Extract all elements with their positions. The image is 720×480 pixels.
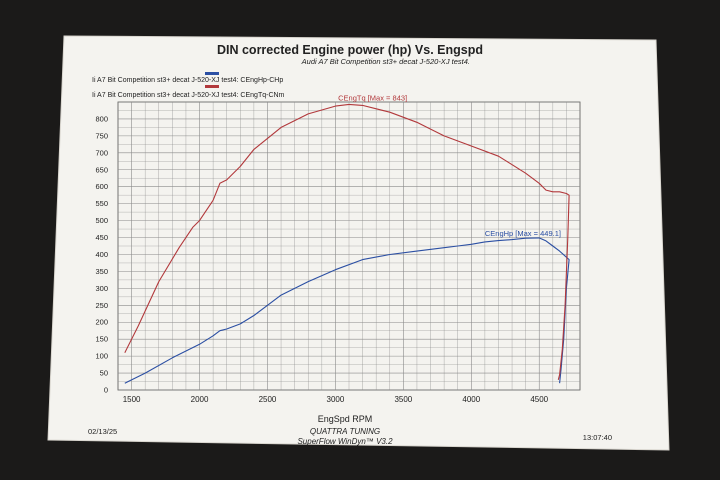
footer-shop: QUATTRA TUNING (310, 427, 380, 436)
y-tick-label: 750 (95, 131, 108, 140)
x-axis-ticks: 1500 2000 2500 3000 3500 4000 4500 (123, 395, 549, 404)
y-tick-label: 350 (95, 267, 108, 276)
y-tick-label: 700 (95, 148, 108, 157)
y-tick-label: 550 (95, 199, 108, 208)
annotation-power-max: CEngHp [Max = 449.1] (485, 229, 561, 238)
series-line-tq (124, 103, 570, 380)
legend-swatch-tq (205, 85, 219, 88)
plot-area: 0 50 100 150 200 250 300 350 400 450 500 550 600 650 7… (95, 93, 581, 404)
x-tick-label: 3500 (394, 395, 412, 404)
y-tick-label: 400 (95, 250, 108, 259)
y-tick-label: 600 (95, 182, 108, 191)
y-axis-ticks: 0 50 100 150 200 250 300 350 400 450 500 550 600 650 7… (95, 114, 108, 394)
x-tick-label: 3000 (327, 395, 345, 404)
y-tick-label: 800 (95, 114, 108, 123)
paper-sheet (47, 35, 670, 451)
y-tick-label: 650 (95, 165, 108, 174)
y-tick-label: 0 (104, 386, 108, 395)
grid-lines (117, 101, 581, 391)
legend-entry-tq: Ii A7 Bit Competition st3+ decat J-520-X… (92, 92, 285, 99)
legend: Ii A7 Bit Competition st3+ decat J-520-X… (92, 72, 285, 99)
chart-title: DIN corrected Engine power (hp) Vs. Engs… (217, 43, 483, 57)
x-tick-label: 2500 (259, 395, 277, 404)
x-tick-label: 2000 (191, 395, 209, 404)
y-tick-label: 150 (95, 335, 108, 344)
y-tick-label: 450 (95, 233, 108, 242)
y-tick-label: 50 (100, 369, 108, 378)
annotation-torque-max: CEngTq [Max = 843] (338, 93, 407, 102)
x-tick-label: 1500 (123, 395, 141, 404)
y-tick-label: 200 (95, 318, 108, 327)
footer-software: SuperFlow WinDyn™ V3.2 (297, 437, 393, 446)
x-tick-label: 4000 (462, 395, 480, 404)
footer-date: 02/13/25 (88, 427, 117, 436)
y-tick-label: 300 (95, 284, 108, 293)
footer-time: 13:07:40 (583, 433, 612, 442)
legend-entry-hp: Ii A7 Bit Competition st3+ decat J-520-X… (92, 77, 283, 84)
x-tick-label: 4500 (530, 395, 548, 404)
chart-subtitle: Audi A7 Bit Competition st3+ decat J-520… (301, 57, 470, 66)
series-line-hp (124, 237, 570, 384)
series-lines (124, 103, 570, 384)
legend-swatch-hp (205, 72, 219, 75)
y-tick-label: 500 (95, 216, 108, 225)
y-tick-label: 100 (95, 352, 108, 361)
series-annotations: CEngTq [Max = 843] CEngHp [Max = 449.1] (338, 93, 561, 237)
y-tick-label: 250 (95, 301, 108, 310)
x-axis-label: EngSpd RPM (318, 414, 373, 424)
